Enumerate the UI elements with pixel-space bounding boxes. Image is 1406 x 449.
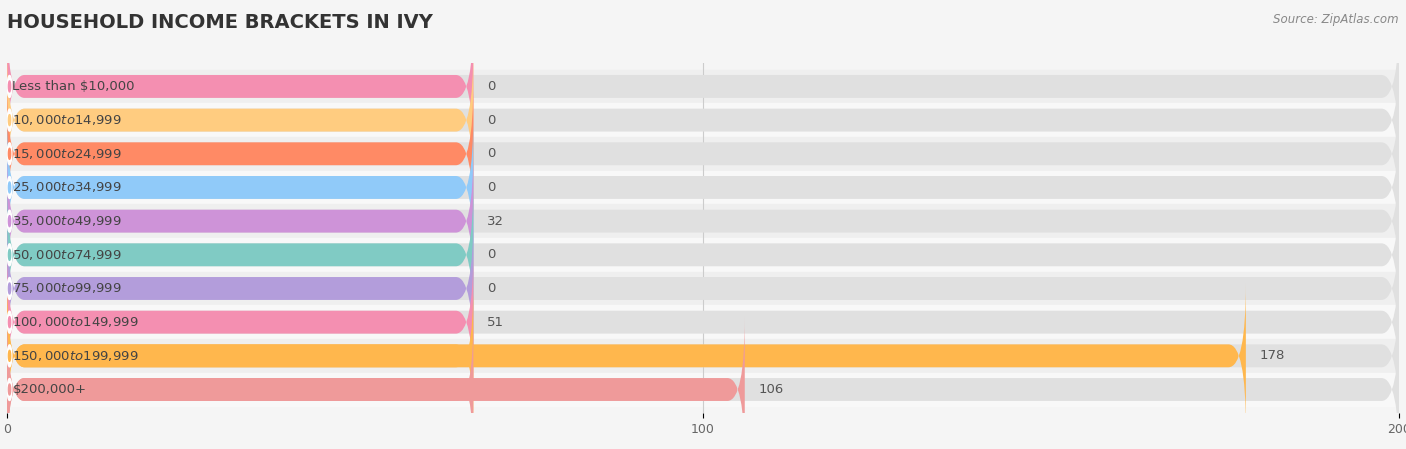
Circle shape (8, 350, 11, 361)
Text: 0: 0 (488, 147, 496, 160)
Bar (7, 204, 1399, 238)
Text: 0: 0 (488, 114, 496, 127)
Bar (7, 373, 1399, 406)
Bar (7, 305, 1399, 339)
Text: 106: 106 (759, 383, 785, 396)
Text: 178: 178 (1260, 349, 1285, 362)
Circle shape (7, 345, 11, 367)
FancyBboxPatch shape (7, 114, 1399, 260)
Circle shape (7, 143, 11, 165)
FancyBboxPatch shape (7, 249, 1399, 395)
Circle shape (8, 216, 11, 227)
FancyBboxPatch shape (7, 13, 1399, 159)
FancyBboxPatch shape (7, 81, 1399, 226)
Circle shape (7, 311, 11, 333)
Circle shape (8, 384, 11, 395)
Bar (7, 137, 1399, 171)
Text: 0: 0 (488, 282, 496, 295)
FancyBboxPatch shape (7, 283, 474, 429)
Circle shape (8, 283, 11, 294)
Text: $150,000 to $199,999: $150,000 to $199,999 (13, 349, 139, 363)
FancyBboxPatch shape (7, 216, 474, 361)
Text: Less than $10,000: Less than $10,000 (13, 80, 135, 93)
Text: $15,000 to $24,999: $15,000 to $24,999 (13, 147, 122, 161)
Text: 0: 0 (488, 248, 496, 261)
Circle shape (7, 75, 11, 97)
Circle shape (7, 379, 11, 401)
Bar (7, 238, 1399, 272)
Text: HOUSEHOLD INCOME BRACKETS IN IVY: HOUSEHOLD INCOME BRACKETS IN IVY (7, 13, 433, 32)
Text: $35,000 to $49,999: $35,000 to $49,999 (13, 214, 122, 228)
FancyBboxPatch shape (7, 148, 474, 294)
Circle shape (8, 148, 11, 159)
Text: 51: 51 (488, 316, 505, 329)
Circle shape (8, 317, 11, 328)
FancyBboxPatch shape (7, 317, 1399, 449)
Text: $50,000 to $74,999: $50,000 to $74,999 (13, 248, 122, 262)
FancyBboxPatch shape (7, 182, 1399, 328)
Circle shape (7, 244, 11, 266)
Bar (7, 339, 1399, 373)
FancyBboxPatch shape (7, 249, 474, 395)
Bar (7, 272, 1399, 305)
Circle shape (8, 182, 11, 193)
FancyBboxPatch shape (7, 13, 474, 159)
FancyBboxPatch shape (7, 148, 1399, 294)
FancyBboxPatch shape (7, 81, 474, 226)
Text: 0: 0 (488, 181, 496, 194)
Text: 0: 0 (488, 80, 496, 93)
Bar (7, 103, 1399, 137)
FancyBboxPatch shape (7, 182, 474, 328)
FancyBboxPatch shape (7, 47, 1399, 193)
Bar (7, 70, 1399, 103)
Text: $200,000+: $200,000+ (13, 383, 87, 396)
FancyBboxPatch shape (7, 283, 1399, 429)
FancyBboxPatch shape (7, 114, 474, 260)
Circle shape (7, 210, 11, 232)
Circle shape (7, 277, 11, 299)
FancyBboxPatch shape (7, 216, 1399, 361)
FancyBboxPatch shape (7, 317, 474, 449)
Text: $25,000 to $34,999: $25,000 to $34,999 (13, 180, 122, 194)
Bar (7, 171, 1399, 204)
FancyBboxPatch shape (7, 317, 745, 449)
Circle shape (8, 249, 11, 260)
FancyBboxPatch shape (7, 47, 474, 193)
Text: 32: 32 (488, 215, 505, 228)
Circle shape (7, 109, 11, 131)
Text: $10,000 to $14,999: $10,000 to $14,999 (13, 113, 122, 127)
Circle shape (8, 81, 11, 92)
Text: $100,000 to $149,999: $100,000 to $149,999 (13, 315, 139, 329)
Text: $75,000 to $99,999: $75,000 to $99,999 (13, 282, 122, 295)
FancyBboxPatch shape (7, 283, 1246, 429)
Circle shape (8, 114, 11, 126)
Circle shape (7, 176, 11, 198)
Text: Source: ZipAtlas.com: Source: ZipAtlas.com (1274, 13, 1399, 26)
